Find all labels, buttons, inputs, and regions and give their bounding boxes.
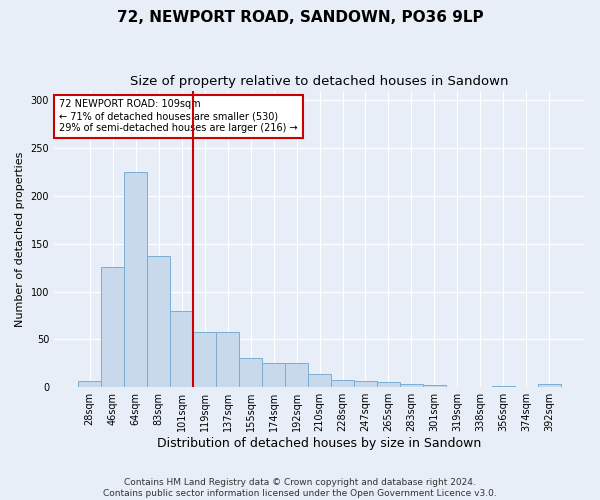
Bar [400,384,423,387]
Bar [170,310,193,387]
Bar [423,386,446,387]
Bar [354,380,377,387]
Bar [216,332,239,387]
Title: Size of property relative to detached houses in Sandown: Size of property relative to detached ho… [130,75,509,88]
Bar [193,332,216,387]
Y-axis label: Number of detached properties: Number of detached properties [15,151,25,326]
Bar [308,374,331,387]
Text: Contains HM Land Registry data © Crown copyright and database right 2024.
Contai: Contains HM Land Registry data © Crown c… [103,478,497,498]
Bar [262,364,285,387]
Bar [101,266,124,387]
Bar [538,384,561,387]
Text: 72, NEWPORT ROAD, SANDOWN, PO36 9LP: 72, NEWPORT ROAD, SANDOWN, PO36 9LP [116,10,484,25]
Bar [377,382,400,387]
Bar [492,386,515,387]
Bar [331,380,354,387]
Bar [285,364,308,387]
Bar [147,256,170,387]
Bar [239,358,262,387]
X-axis label: Distribution of detached houses by size in Sandown: Distribution of detached houses by size … [157,437,482,450]
Bar [78,380,101,387]
Bar [124,172,147,387]
Text: 72 NEWPORT ROAD: 109sqm
← 71% of detached houses are smaller (530)
29% of semi-d: 72 NEWPORT ROAD: 109sqm ← 71% of detache… [59,100,298,132]
